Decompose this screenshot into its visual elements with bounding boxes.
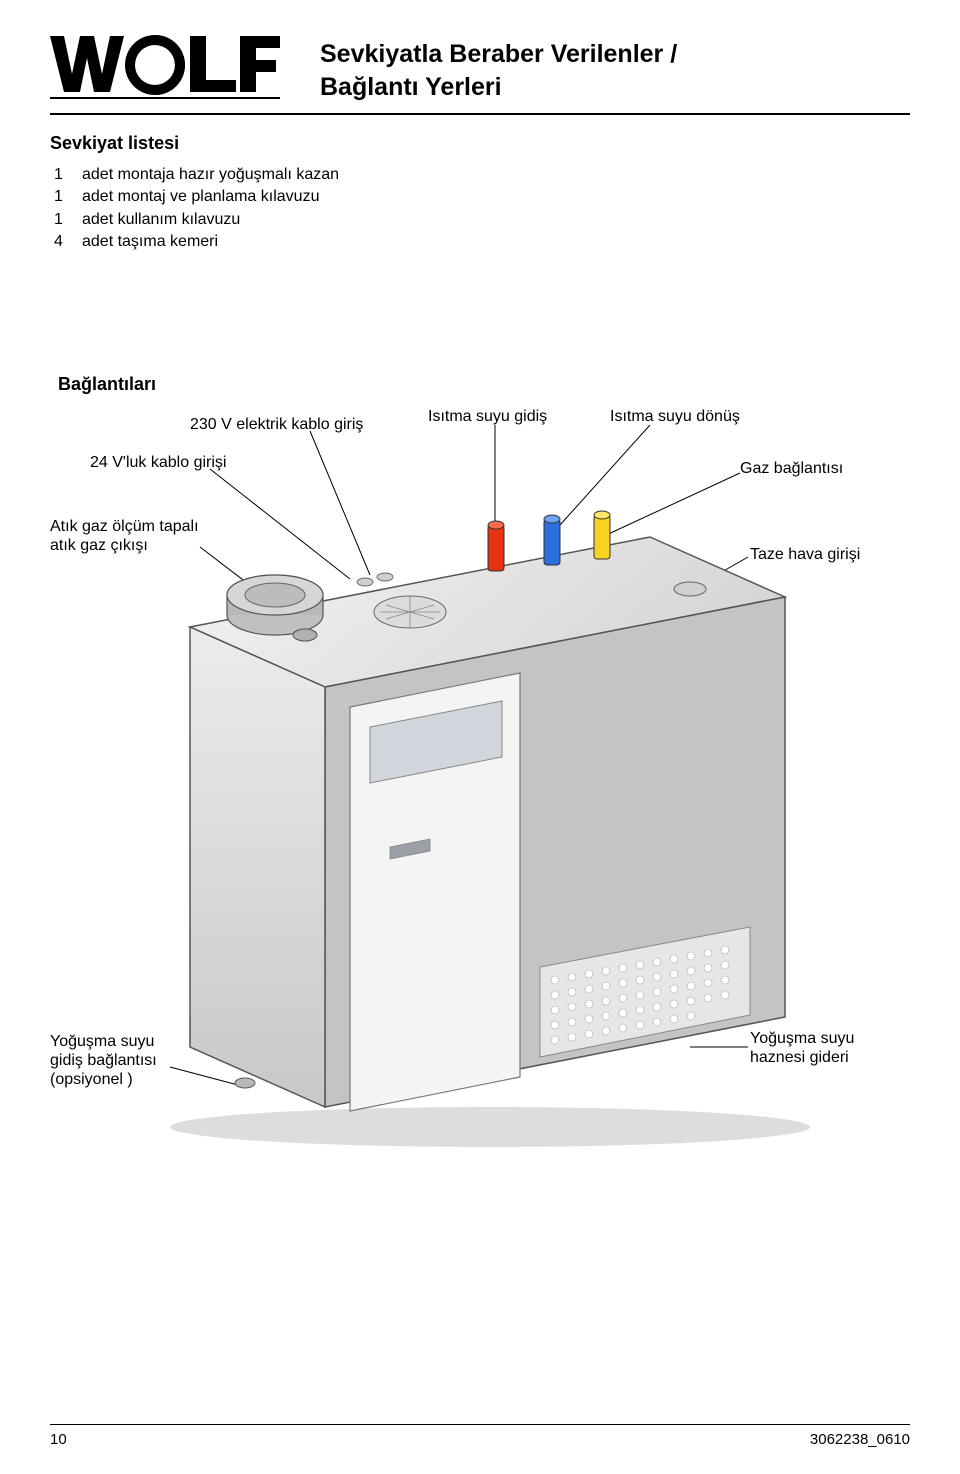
list-item: 4 adet taşıma kemeri [54, 231, 910, 253]
list-item: 1 adet montaja hazır yoğuşmalı kazan [54, 164, 910, 186]
delivery-list: 1 adet montaja hazır yoğuşmalı kazan 1 a… [54, 164, 910, 254]
label-heating-supply: Isıtma suyu gidiş [428, 407, 547, 426]
label-line: Yoğuşma suyu [750, 1029, 854, 1048]
label-line: Atık gaz ölçüm tapalı [50, 517, 199, 536]
page-number: 10 [50, 1431, 67, 1448]
label-flue-measurement: Atık gaz ölçüm tapalı atık gaz çıkışı [50, 517, 199, 555]
connections-title: Bağlantıları [58, 374, 910, 395]
wolf-logo [50, 30, 280, 105]
pipe-gas-icon [594, 511, 610, 559]
doc-number: 3062238_0610 [810, 1431, 910, 1448]
list-qty: 1 [54, 186, 72, 208]
pipe-supply-icon [488, 521, 504, 571]
pipe-return-icon [544, 515, 560, 565]
delivery-list-title: Sevkiyat listesi [50, 133, 910, 154]
list-text: adet montaj ve planlama kılavuzu [82, 186, 319, 208]
label-230v-cable: 230 V elektrik kablo giriş [190, 415, 363, 434]
page-title: Sevkiyatla Beraber Verilenler / Bağlantı… [320, 30, 677, 103]
list-text: adet montaja hazır yoğuşmalı kazan [82, 164, 339, 186]
list-text: adet kullanım kılavuzu [82, 209, 240, 231]
label-fresh-air: Taze hava girişi [750, 545, 860, 564]
page-header: Sevkiyatla Beraber Verilenler / Bağlantı… [50, 30, 910, 115]
title-line-2: Bağlantı Yerleri [320, 71, 677, 104]
label-heating-return: Isıtma suyu dönüş [610, 407, 740, 426]
label-24v-cable: 24 V'luk kablo girişi [90, 453, 226, 472]
list-item: 1 adet montaj ve planlama kılavuzu [54, 186, 910, 208]
list-qty: 4 [54, 231, 72, 253]
label-condensate-trap: Yoğuşma suyu haznesi gideri [750, 1029, 854, 1067]
list-qty: 1 [54, 209, 72, 231]
page-footer: 10 3062238_0610 [50, 1424, 910, 1448]
boiler-diagram: 230 V elektrik kablo giriş 24 V'luk kabl… [50, 407, 910, 1207]
label-line: gidiş bağlantısı [50, 1051, 157, 1070]
list-qty: 1 [54, 164, 72, 186]
label-condensate-outlet: Yoğuşma suyu gidiş bağlantısı (opsiyonel… [50, 1032, 157, 1090]
label-line: (opsiyonel ) [50, 1070, 157, 1089]
label-line: atık gaz çıkışı [50, 536, 199, 555]
label-line: Yoğuşma suyu [50, 1032, 157, 1051]
title-line-1: Sevkiyatla Beraber Verilenler / [320, 38, 677, 71]
list-item: 1 adet kullanım kılavuzu [54, 209, 910, 231]
label-gas-connection: Gaz bağlantısı [740, 459, 843, 478]
list-text: adet taşıma kemeri [82, 231, 218, 253]
label-line: haznesi gideri [750, 1048, 854, 1067]
